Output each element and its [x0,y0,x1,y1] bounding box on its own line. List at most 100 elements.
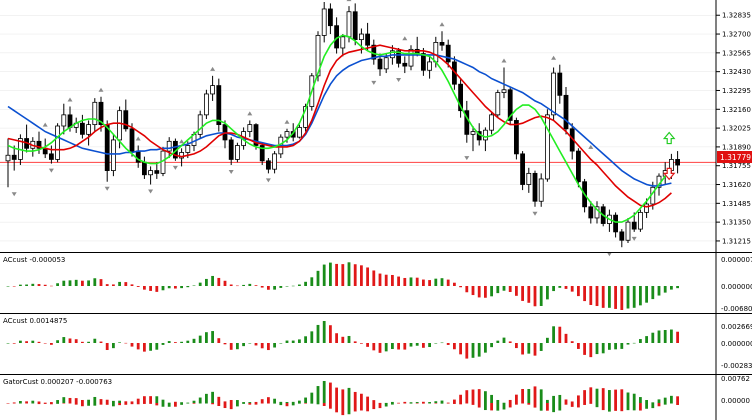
histogram-bar [539,389,543,403]
indicator-panel-ac-2[interactable]: ACcust 0.0014875 0.0026693 0.0000000 -0.… [3,317,752,370]
histogram-bar [87,403,90,406]
histogram-bar [205,393,208,403]
candle-bear [98,101,104,126]
histogram-bar [87,399,90,403]
histogram-bar [223,403,227,409]
histogram-bar [31,403,35,404]
fractal-down-marker [464,156,470,161]
histogram-bar [409,403,413,404]
histogram-bar [558,394,562,403]
histogram-bar [248,343,252,344]
histogram-bar [155,343,159,350]
histogram-bar [186,402,190,404]
fractal-up-marker [247,111,253,116]
histogram-bar [205,403,208,404]
candle-bear [675,159,680,166]
histogram-bar [198,335,202,343]
histogram-bar [490,394,493,403]
histogram-bar [471,343,475,358]
histogram-bar [570,341,574,343]
histogram-bar [564,403,568,405]
histogram-bar [570,403,574,407]
fractal-down-marker [48,168,54,173]
histogram-bar [515,394,518,403]
histogram-bar [217,338,221,343]
histogram-bar [533,403,537,408]
histogram-bar [205,332,208,343]
histogram-bar [422,403,425,404]
histogram-bar [105,399,109,403]
histogram-bar [335,403,338,413]
candle-bull [526,172,532,185]
histogram-bar [161,403,165,407]
histogram-bar [229,403,233,410]
histogram-bar [6,403,10,404]
histogram-bar [397,403,400,404]
histogram-bar [663,329,667,343]
histogram-bar [595,403,599,408]
histogram-bar [124,282,128,286]
histogram-bar [25,403,28,404]
histogram-bar [620,389,624,403]
histogram-bar [651,332,655,343]
candle-bull [470,131,476,135]
histogram-bar [353,391,357,403]
histogram-bar [174,342,177,343]
histogram-bar [372,343,376,351]
histogram-bar [87,341,90,343]
histogram-bar [291,403,295,406]
fractal-up-marker [402,36,408,41]
candle-bear [396,50,402,64]
histogram-bar [31,283,35,286]
histogram-bar [484,343,487,353]
candle-bear [123,110,129,130]
histogram-bar [316,386,320,403]
histogram-bar [595,388,599,403]
histogram-bar [415,403,419,404]
histogram-bar [279,403,283,406]
candle-bear [265,160,271,170]
candle-bull [148,170,154,176]
histogram-bar [558,326,562,343]
histogram-bar [285,340,289,343]
histogram-bar [223,343,227,345]
candle-bear [402,62,408,67]
indicator-panel-gator[interactable]: GatorCust 0.000207 -0.000763 0.00762 0.0… [3,375,750,416]
indicator-panel-ac-1[interactable]: ACcust -0.000053 0.000007 0.000000 -0.00… [3,256,752,313]
histogram-bar [186,286,190,288]
fractal-up-marker [284,119,290,124]
histogram-bar [56,403,59,404]
histogram-bar [217,403,221,407]
histogram-bar [490,286,493,297]
histogram-bar [384,274,388,286]
histogram-bar [639,339,642,343]
histogram-bar [236,285,239,287]
histogram-bar [93,403,97,406]
main-price-panel[interactable] [0,0,716,257]
candle-bull [346,11,352,38]
histogram-bar [546,337,549,343]
histogram-bar [68,397,72,403]
histogram-bar [391,343,394,350]
histogram-bar [614,343,617,350]
candle-bear [557,72,563,96]
histogram-bar [391,274,394,286]
histogram-bar [477,286,481,298]
histogram-bar [37,284,41,286]
histogram-bar [409,402,413,403]
histogram-bar [254,403,258,405]
candle-bull [303,106,309,128]
histogram-bar [676,331,679,343]
histogram-bar [428,402,431,403]
candle-bull [111,139,116,171]
histogram-bar [639,403,642,411]
histogram-bar [279,286,283,288]
histogram-bar [570,286,574,292]
histogram-bar [620,403,624,412]
buy-arrow-icon [662,131,676,145]
histogram-bar [155,403,159,406]
histogram-bar [341,389,345,403]
histogram-bar [105,343,109,351]
histogram-bar [397,343,400,350]
